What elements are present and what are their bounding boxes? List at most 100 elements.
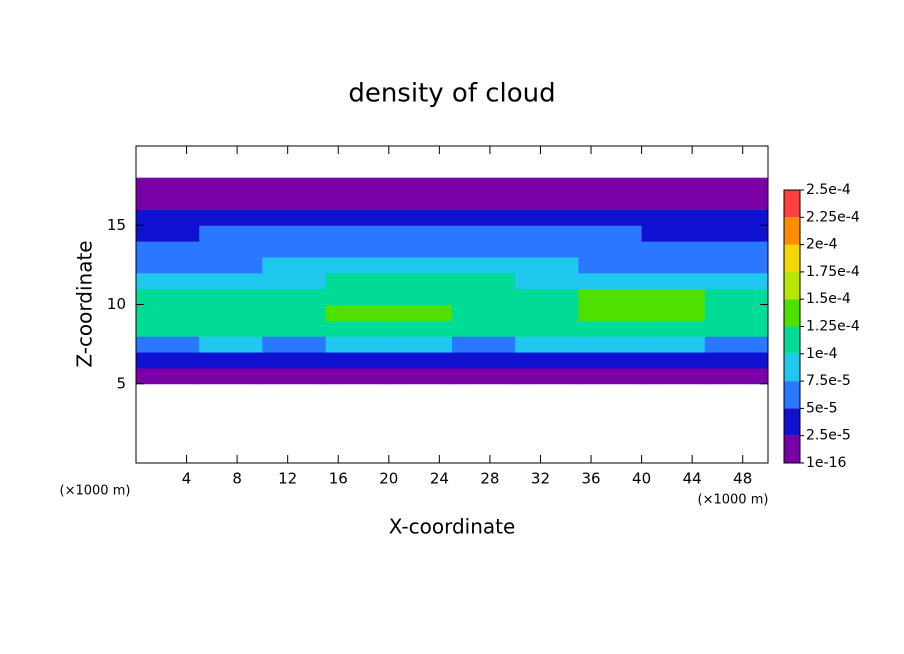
heatmap-cell — [578, 209, 643, 226]
heatmap-cell — [325, 209, 390, 226]
heatmap-cell — [388, 336, 453, 353]
x-tick-label: 48 — [733, 470, 752, 488]
heatmap-cell — [262, 177, 327, 195]
heatmap-cell — [388, 193, 453, 210]
heatmap-cell — [515, 225, 579, 242]
colorbar-label: 5e-5 — [806, 400, 837, 416]
heatmap-cell — [325, 177, 390, 195]
colorbar-label: 2.5e-5 — [806, 428, 851, 444]
y-tick-label: 5 — [116, 374, 126, 392]
heatmap-cell — [578, 177, 643, 195]
colorbar-label: 1e-4 — [806, 346, 838, 362]
heatmap-cell — [325, 336, 390, 353]
heatmap-cell — [704, 288, 769, 305]
heatmap-cell — [388, 225, 453, 242]
heatmap-cell — [704, 336, 769, 353]
heatmap-cell — [578, 193, 643, 210]
heatmap-cell — [199, 367, 263, 385]
heatmap-cell — [199, 352, 263, 369]
chart-title: density of cloud — [348, 79, 555, 109]
heatmap-cell — [388, 209, 453, 226]
x-tick-label: 4 — [182, 470, 192, 488]
heatmap-cell — [136, 367, 200, 385]
heatmap-cell — [199, 304, 263, 321]
heatmap-cell — [452, 304, 516, 321]
x-axis-unit: (×1000 m) — [698, 493, 769, 508]
heatmap-cell — [262, 367, 327, 385]
heatmap-cell — [515, 193, 579, 210]
heatmap-cell — [325, 352, 390, 369]
x-tick-label: 20 — [379, 470, 398, 488]
heatmap-cell — [262, 241, 327, 258]
x-tick-label: 40 — [632, 470, 651, 488]
heatmap-cell — [136, 320, 200, 337]
heatmap-cell — [515, 272, 579, 290]
heatmap-cell — [388, 256, 453, 274]
colorbar-segment — [784, 353, 800, 382]
heatmap-cell — [325, 304, 390, 321]
heatmap-cell — [641, 304, 706, 321]
heatmap-cell — [452, 336, 516, 353]
heatmap-cell — [515, 177, 579, 195]
heatmap-cell — [262, 336, 327, 353]
heatmap-cell — [641, 288, 706, 305]
heatmap-cell — [136, 352, 200, 369]
heatmap-cell — [704, 367, 769, 385]
heatmap-cell — [515, 336, 579, 353]
heatmap-cell — [578, 304, 643, 321]
heatmap-cell — [199, 241, 263, 258]
x-tick-label: 12 — [278, 470, 297, 488]
heatmap-cell — [704, 304, 769, 321]
heatmap-cell — [515, 367, 579, 385]
heatmap-cell — [136, 209, 200, 226]
heatmap-cell — [641, 209, 706, 226]
heatmap-cell — [578, 241, 643, 258]
heatmap-cell — [136, 177, 200, 195]
heatmap-cell — [641, 336, 706, 353]
heatmap-cell — [452, 320, 516, 337]
heatmap-cell — [136, 304, 200, 321]
heatmap-cell — [136, 225, 200, 242]
heatmap-cell — [325, 256, 390, 274]
heatmap-cell — [199, 225, 263, 242]
heatmap-cell — [136, 241, 200, 258]
heatmap-cell — [452, 177, 516, 195]
colorbar-label: 1e-16 — [806, 455, 846, 471]
heatmap-cell — [704, 352, 769, 369]
colorbar-segment — [784, 326, 800, 354]
heatmap-cell — [641, 272, 706, 290]
colorbar-segment — [784, 271, 800, 300]
heatmap-cell — [199, 336, 263, 353]
heatmap-cell — [388, 177, 453, 195]
heatmap-cell — [388, 367, 453, 385]
heatmap-cell — [578, 336, 643, 353]
heatmap-cell — [262, 209, 327, 226]
heatmap-cell — [262, 320, 327, 337]
heatmap-cell — [641, 367, 706, 385]
heatmap-cell — [452, 241, 516, 258]
heatmap-cells — [136, 177, 769, 385]
heatmap-cell — [262, 288, 327, 305]
heatmap-cell — [136, 272, 200, 290]
heatmap-cell — [262, 352, 327, 369]
x-tick-label: 8 — [232, 470, 242, 488]
heatmap-cell — [578, 225, 643, 242]
heatmap-cell — [641, 256, 706, 274]
colorbar-label: 2.5e-4 — [806, 182, 851, 198]
colorbar-label: 1.75e-4 — [806, 264, 860, 280]
heatmap-cell — [704, 256, 769, 274]
heatmap-cell — [452, 367, 516, 385]
heatmap-cell — [199, 177, 263, 195]
heatmap-cell — [515, 352, 579, 369]
heatmap-cell — [452, 256, 516, 274]
heatmap-cell — [262, 272, 327, 290]
heatmap-cell — [641, 241, 706, 258]
heatmap-cell — [704, 177, 769, 195]
heatmap-cell — [262, 193, 327, 210]
heatmap-cell — [388, 272, 453, 290]
colorbar-label: 2.25e-4 — [806, 209, 860, 225]
heatmap-cell — [199, 256, 263, 274]
heatmap-cell — [515, 320, 579, 337]
y-axis-label: Z-coordinate — [73, 240, 97, 367]
heatmap-cell — [136, 256, 200, 274]
